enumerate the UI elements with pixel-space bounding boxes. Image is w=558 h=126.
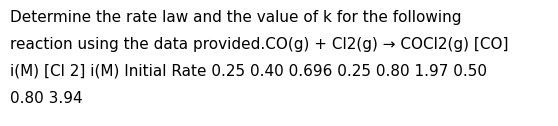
Text: Determine the rate law and the value of k for the following: Determine the rate law and the value of … — [10, 10, 461, 25]
Text: reaction using the data provided.CO(g) + Cl2(g) → COCl2(g) [CO]: reaction using the data provided.CO(g) +… — [10, 37, 508, 52]
Text: i(M) [Cl 2] i(M) Initial Rate 0.25 0.40 0.696 0.25 0.80 1.97 0.50: i(M) [Cl 2] i(M) Initial Rate 0.25 0.40 … — [10, 64, 487, 79]
Text: 0.80 3.94: 0.80 3.94 — [10, 91, 83, 106]
